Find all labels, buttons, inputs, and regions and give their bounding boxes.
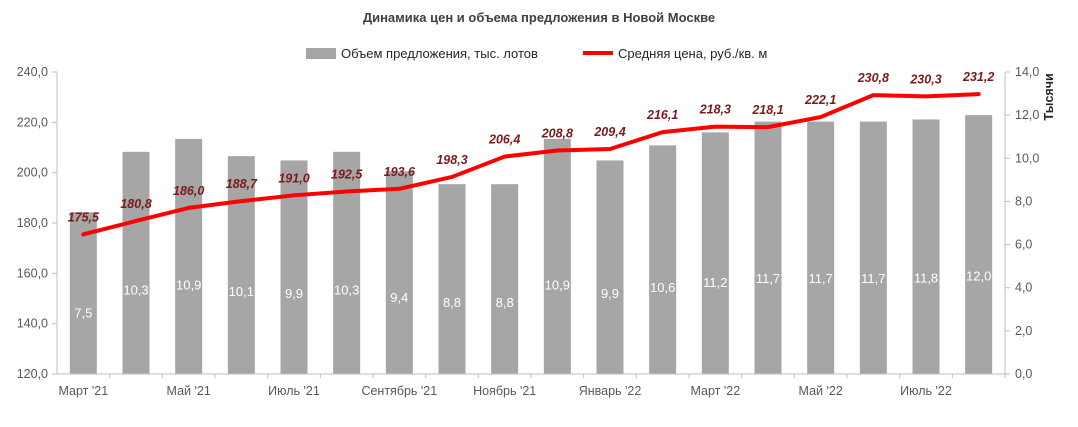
volume-bar (438, 184, 466, 374)
left-tick-label: 140,0 (17, 317, 48, 331)
legend-bar-label: Объем предложения, тыс. лотов (341, 46, 538, 61)
x-tick-label: Ноябрь '21 (473, 384, 536, 398)
left-tick-label: 120,0 (17, 367, 48, 381)
volume-bar (175, 138, 203, 374)
right-axis-title: Тысячи (1042, 73, 1056, 120)
x-tick-label: Май '21 (167, 384, 211, 398)
right-axis: 0,0 2,0 4,0 6,0 8,0 10,0 12,0 14,0 (1004, 65, 1039, 381)
price-labels: 175,5 180,8 186,0 188,7 191,0 192,5 193,6 198,3… (68, 70, 995, 224)
volume-bar-label: 11,7 (756, 271, 780, 286)
price-label: 208,8 (541, 127, 573, 141)
volume-bar-label: 11,7 (808, 271, 832, 286)
volume-bar-label: 7,5 (74, 306, 92, 321)
price-label: 218,1 (751, 103, 783, 117)
volume-bar-label: 10,1 (229, 284, 254, 299)
price-label: 193,6 (384, 165, 416, 179)
price-label: 198,3 (436, 153, 467, 167)
volume-bar (859, 121, 887, 374)
right-tick-label: 12,0 (1015, 108, 1039, 122)
price-label: 230,8 (857, 71, 889, 85)
volume-bar-label: 8,8 (443, 295, 461, 310)
volume-bar-label: 10,9 (176, 278, 201, 293)
price-label: 188,7 (226, 177, 258, 191)
price-line-path (81, 92, 981, 237)
volume-bar (122, 151, 150, 374)
right-tick-label: 4,0 (1015, 281, 1032, 295)
volume-bar (965, 115, 993, 375)
volume-bar-label: 11,2 (703, 275, 727, 290)
price-label: 230,3 (909, 72, 941, 86)
volume-bar (69, 212, 97, 374)
volume-bar-label: 10,6 (650, 280, 675, 295)
legend-line-label: Средняя цена, руб./кв. м (618, 46, 767, 61)
right-tick-label: 2,0 (1015, 324, 1032, 338)
x-tick-label: Январь '22 (579, 384, 642, 398)
volume-bar (227, 156, 255, 374)
volume-bar (491, 184, 519, 374)
left-axis: 120,0 140,0 160,0 180,0 200,0 220,0 240,0 (17, 65, 58, 381)
x-tick-label: Май '22 (799, 384, 843, 398)
volume-bar-label: 9,4 (390, 290, 408, 305)
x-axis: Март '21 Май '21 Июль '21 Сентябрь '21 Ноябр… (57, 373, 1006, 398)
right-tick-label: 10,0 (1015, 151, 1039, 165)
price-label: 206,4 (488, 133, 520, 147)
volume-bar (754, 121, 782, 374)
volume-bar (912, 119, 940, 374)
x-tick-label: Март '22 (690, 384, 740, 398)
volume-bar-label: 9,9 (285, 286, 303, 301)
x-tick-label: Сентябрь '21 (361, 384, 437, 398)
x-tick-label: Март '21 (58, 384, 108, 398)
price-label: 191,0 (278, 171, 309, 185)
left-tick-label: 160,0 (17, 266, 48, 280)
price-label: 180,8 (120, 197, 151, 211)
volume-bar (385, 171, 413, 374)
price-label: 175,5 (68, 210, 100, 224)
price-line (81, 92, 981, 237)
x-tick-label: Июль '22 (900, 384, 952, 398)
price-label: 218,3 (699, 103, 731, 117)
left-tick-label: 180,0 (17, 216, 48, 230)
x-tick-label: Июль '21 (268, 384, 320, 398)
volume-bar-label: 10,3 (123, 283, 148, 298)
chart-title: Динамика цен и объема предложения в Ново… (363, 10, 715, 25)
volume-bar (701, 132, 729, 374)
volume-bar (649, 145, 677, 374)
right-tick-label: 8,0 (1015, 194, 1032, 208)
volume-bar (333, 151, 361, 374)
bars (69, 115, 993, 375)
volume-bar-label: 12,0 (966, 269, 991, 284)
right-tick-label: 14,0 (1015, 65, 1039, 79)
price-label: 192,5 (331, 168, 363, 182)
legend: Объем предложения, тыс. лотов Средняя це… (306, 46, 767, 61)
left-tick-label: 200,0 (17, 166, 48, 180)
price-label: 186,0 (173, 184, 204, 198)
volume-bar-label: 9,9 (601, 286, 619, 301)
volume-bar-label: 10,9 (545, 278, 570, 293)
bar-labels: 7,5 10,3 10,9 10,1 9,9 10,3 9,4 8,8 8,8 10,9 9,9 10… (74, 269, 991, 321)
volume-bar-label: 10,3 (334, 283, 359, 298)
price-label: 231,2 (962, 70, 994, 84)
volume-bar-label: 11,8 (914, 270, 938, 285)
price-label: 209,4 (593, 125, 625, 139)
volume-bar-label: 8,8 (496, 295, 514, 310)
price-label: 222,1 (804, 93, 836, 107)
left-tick-label: 220,0 (17, 115, 48, 129)
legend-bar-swatch (306, 48, 336, 59)
volume-bar (543, 138, 571, 374)
left-tick-label: 240,0 (17, 65, 48, 79)
volume-bar-label: 11,7 (861, 271, 885, 286)
volume-bar (280, 160, 308, 374)
volume-bar (807, 121, 835, 374)
volume-bar (596, 160, 624, 374)
right-tick-label: 6,0 (1015, 238, 1032, 252)
right-tick-label: 0,0 (1015, 367, 1032, 381)
price-label: 216,1 (646, 108, 678, 122)
